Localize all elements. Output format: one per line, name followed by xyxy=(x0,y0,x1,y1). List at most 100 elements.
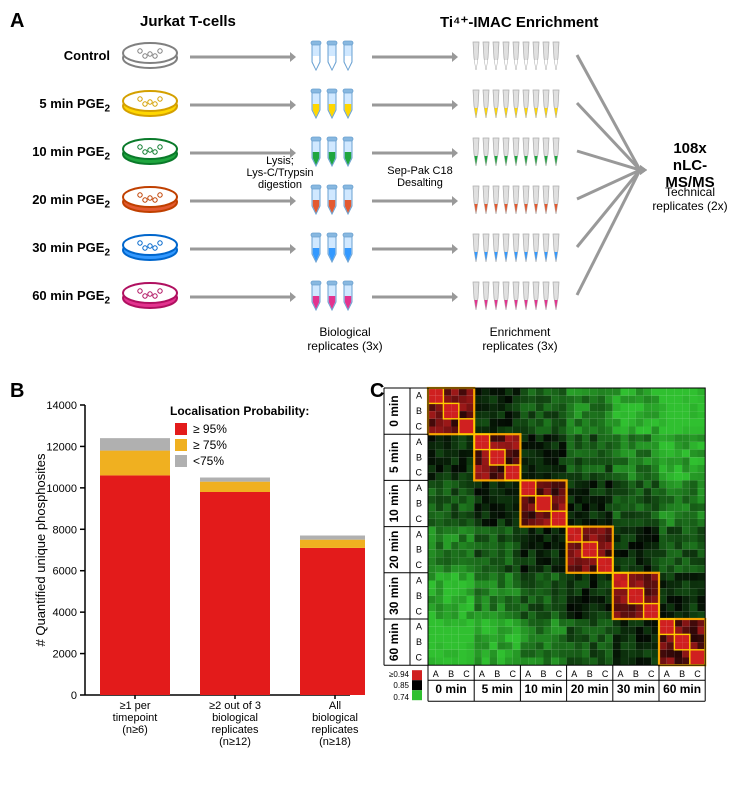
svg-text:C: C xyxy=(694,669,701,679)
svg-text:0: 0 xyxy=(71,690,77,702)
svg-text:B: B xyxy=(587,669,593,679)
arrow-icon xyxy=(370,98,460,117)
svg-text:A: A xyxy=(479,669,485,679)
svg-text:30 min: 30 min xyxy=(617,682,655,696)
panel-b: B 0 2000 4000 6000 8000 10000 12000 1400… xyxy=(10,380,365,790)
svg-text:A: A xyxy=(416,483,422,493)
pipette-tips-icon xyxy=(470,232,570,271)
pipette-tips-icon xyxy=(470,136,570,175)
tube-icon xyxy=(310,280,362,319)
enrichment-replicates-label: Enrichmentreplicates (3x) xyxy=(470,325,570,353)
svg-text:biological: biological xyxy=(312,712,358,724)
arrow-icon xyxy=(188,50,298,69)
arrow-icon xyxy=(188,242,298,261)
svg-text:60 min: 60 min xyxy=(387,623,401,661)
pipette-tips-icon xyxy=(470,40,570,79)
svg-text:B: B xyxy=(416,545,422,555)
svg-text:14000: 14000 xyxy=(46,400,77,412)
svg-text:B: B xyxy=(679,669,685,679)
arrow-icon xyxy=(370,50,460,69)
svg-text:C: C xyxy=(602,669,609,679)
svg-text:5 min: 5 min xyxy=(482,682,513,696)
svg-text:C: C xyxy=(416,560,423,570)
svg-text:A: A xyxy=(617,669,623,679)
row-label: Control xyxy=(10,48,110,63)
svg-text:C: C xyxy=(416,468,423,478)
pipette-tips-icon xyxy=(470,88,570,127)
svg-text:6000: 6000 xyxy=(53,566,77,578)
svg-text:A: A xyxy=(433,669,439,679)
petri-dish-icon xyxy=(120,136,180,171)
bar-segment xyxy=(100,451,170,476)
svg-text:≥2 out of 3: ≥2 out of 3 xyxy=(209,700,261,712)
petri-dish-icon xyxy=(120,232,180,267)
svg-text:20 min: 20 min xyxy=(387,531,401,569)
figure: A Jurkat T-cells Ti⁴⁺-IMAC Enrichment Co… xyxy=(10,10,733,791)
panel-b-label: B xyxy=(10,380,24,403)
panel-a-label: A xyxy=(10,10,24,33)
svg-text:B: B xyxy=(633,669,639,679)
row-label: 5 min PGE2 xyxy=(10,96,110,115)
arrow-icon xyxy=(188,98,298,117)
heatmap: ABC0 minABC5 minABC10 minABC20 minABC30 … xyxy=(370,380,733,790)
svg-text:B: B xyxy=(416,406,422,416)
technical-replicates-label: Technicalreplicates (2x) xyxy=(650,185,730,213)
svg-text:A: A xyxy=(416,576,422,586)
converging-arrows xyxy=(575,40,655,340)
bar-segment xyxy=(200,482,270,492)
bar-segment xyxy=(100,475,170,695)
svg-text:(n≥12): (n≥12) xyxy=(219,736,251,748)
svg-text:A: A xyxy=(525,669,531,679)
bar-segment xyxy=(300,540,365,548)
svg-text:B: B xyxy=(416,499,422,509)
svg-text:10 min: 10 min xyxy=(524,682,562,696)
svg-text:<75%: <75% xyxy=(193,454,224,468)
svg-text:0.74: 0.74 xyxy=(393,693,409,702)
svg-text:biological: biological xyxy=(212,712,258,724)
legend-swatch xyxy=(175,439,187,451)
bar-chart: 0 2000 4000 6000 8000 10000 12000 14000#… xyxy=(30,390,365,790)
svg-text:≥0.94: ≥0.94 xyxy=(389,670,410,679)
row-label: 20 min PGE2 xyxy=(10,192,110,211)
petri-dish-icon xyxy=(120,40,180,75)
svg-text:replicates: replicates xyxy=(311,724,359,736)
row-label: 10 min PGE2 xyxy=(10,144,110,163)
svg-text:Localisation Probability:: Localisation Probability: xyxy=(170,404,309,418)
arrow-icon xyxy=(188,194,298,213)
bar-segment xyxy=(300,548,365,695)
tube-icon xyxy=(310,88,362,127)
svg-text:4000: 4000 xyxy=(53,607,77,619)
petri-dish-icon xyxy=(120,88,180,123)
svg-text:0.85: 0.85 xyxy=(393,681,409,690)
svg-text:0 min: 0 min xyxy=(435,682,466,696)
bar-segment xyxy=(200,478,270,482)
svg-text:A: A xyxy=(416,391,422,401)
header-imac: Ti⁴⁺-IMAC Enrichment xyxy=(440,13,598,31)
step-lysis: Lysis;Lys-C/Trypsindigestion xyxy=(240,155,320,191)
svg-text:(n≥18): (n≥18) xyxy=(319,736,351,748)
petri-dish-icon xyxy=(120,184,180,219)
bar-segment xyxy=(100,438,170,450)
pipette-tips-icon xyxy=(470,280,570,319)
svg-text:C: C xyxy=(463,669,470,679)
svg-text:A: A xyxy=(664,669,670,679)
svg-text:A: A xyxy=(416,622,422,632)
arrow-icon xyxy=(370,194,460,213)
svg-text:B: B xyxy=(416,452,422,462)
pipette-tips-icon xyxy=(470,184,570,223)
svg-text:C: C xyxy=(416,606,423,616)
svg-text:20 min: 20 min xyxy=(571,682,609,696)
tube-icon xyxy=(310,232,362,271)
svg-text:60 min: 60 min xyxy=(663,682,701,696)
svg-text:10 min: 10 min xyxy=(387,484,401,522)
svg-text:C: C xyxy=(416,653,423,663)
arrow-icon xyxy=(370,146,460,165)
svg-text:B: B xyxy=(540,669,546,679)
svg-text:# Quantified unique phosphosit: # Quantified unique phosphosites xyxy=(33,453,48,646)
header-jurkat: Jurkat T-cells xyxy=(140,13,236,30)
output-label: 108xnLC-MS/MS xyxy=(650,140,730,191)
svg-text:B: B xyxy=(416,591,422,601)
row-label: 30 min PGE2 xyxy=(10,240,110,259)
bar-segment xyxy=(300,536,365,540)
svg-text:B: B xyxy=(416,637,422,647)
